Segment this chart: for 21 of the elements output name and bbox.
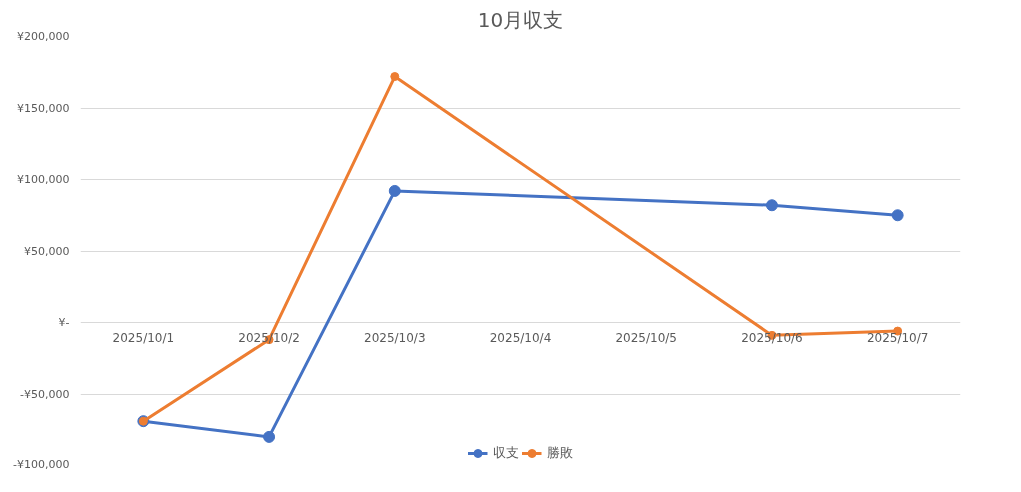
y-tick-label: ¥150,000 (17, 101, 70, 115)
x-tick-label: 2025/10/3 (364, 330, 426, 345)
point (263, 430, 276, 443)
y-tick-label: -¥50,000 (20, 387, 70, 401)
chart-title: 10月収支 (477, 7, 564, 32)
x-tick-label: 2025/10/4 (489, 330, 552, 345)
y-tick-label: ¥50,000 (24, 244, 70, 258)
point (765, 199, 778, 212)
legend-label: 勝敗 (546, 444, 573, 462)
y-tick-label: ¥100,000 (17, 173, 70, 186)
x-tick-label: 2025/10/6 (741, 330, 803, 345)
point (390, 72, 400, 82)
point (388, 184, 401, 197)
x-tick-label: 2025/10/7 (866, 330, 929, 345)
y-tick-label: ¥- (58, 316, 70, 329)
legend-label: 収支 (492, 444, 519, 462)
y-tick-label: -¥100,000 (13, 457, 70, 471)
x-tick-label: 2025/10/1 (112, 330, 175, 345)
x-tick-label: 2025/10/5 (615, 330, 677, 345)
y-tick-label: ¥200,000 (17, 30, 70, 43)
point (891, 209, 904, 222)
